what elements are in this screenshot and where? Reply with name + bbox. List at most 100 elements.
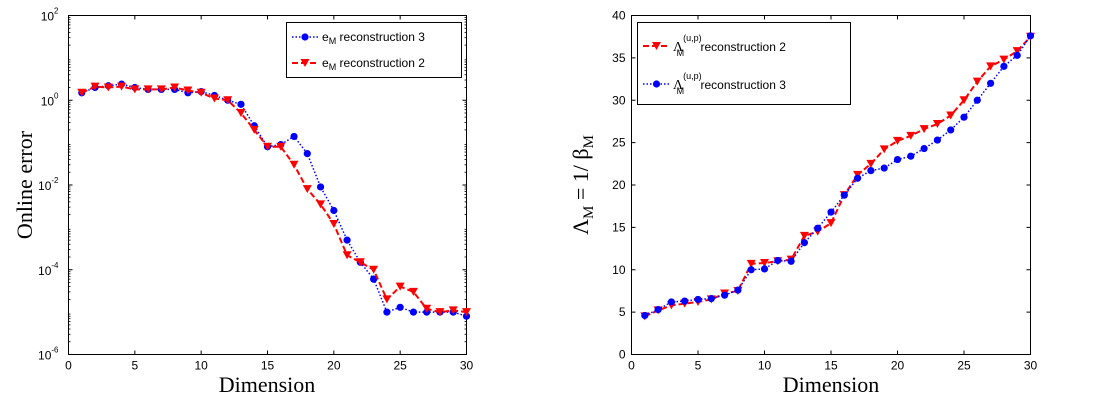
data-point — [893, 155, 902, 164]
data-point — [747, 266, 755, 274]
x-tick-label: 15 — [824, 359, 838, 373]
data-point — [760, 265, 769, 273]
x-tick-label: 0 — [65, 359, 72, 373]
data-point — [289, 160, 299, 169]
data-point — [999, 55, 1009, 64]
legend-label-0: Λ(u,p) M reconstruction 2 — [673, 33, 786, 58]
data-point — [316, 183, 325, 191]
data-point — [330, 206, 338, 215]
y-tick-label: 15 — [612, 220, 626, 234]
data-point — [462, 312, 471, 320]
data-point — [972, 77, 982, 86]
data-point — [236, 109, 246, 118]
data-point — [383, 308, 391, 316]
y-tick-label: 10-6 — [38, 346, 59, 363]
legend-entry-1: Λ(u,p) M reconstruction 3 — [643, 71, 786, 96]
legend-entry-0: Λ(u,p) M reconstruction 2 — [643, 33, 786, 58]
data-point — [117, 82, 127, 91]
y-tick-label: 35 — [612, 51, 626, 65]
y-tick-label: 40 — [612, 9, 626, 23]
x-axis-label: Dimension — [219, 372, 316, 397]
legend-entry-0: eM reconstruction 3 — [292, 30, 425, 46]
data-point — [156, 85, 166, 94]
legend: eM reconstruction 3 eM reconstruction 2 — [286, 22, 462, 78]
y-tick-label: 30 — [612, 93, 626, 107]
data-point — [396, 303, 404, 311]
x-axis-label: Dimension — [783, 372, 880, 397]
data-point — [840, 191, 848, 199]
data-point — [986, 62, 996, 71]
legend: Λ(u,p) M reconstruction 2 Λ(u,p) M reconst… — [637, 22, 851, 105]
data-point — [707, 294, 715, 303]
data-point — [641, 311, 649, 320]
x-tick-label: 30 — [1024, 359, 1038, 373]
data-point — [183, 86, 193, 95]
series-group — [640, 32, 1035, 321]
legend-marker-1 — [300, 59, 310, 67]
y-tick-label: 25 — [612, 136, 626, 150]
legend-marker-0 — [301, 33, 309, 41]
data-point — [462, 308, 471, 317]
y-tick-label: 5 — [619, 305, 626, 319]
data-point — [263, 142, 272, 151]
data-point — [369, 265, 379, 274]
data-point — [959, 96, 969, 105]
data-point — [209, 94, 219, 103]
y-tick-label: 100 — [41, 91, 59, 108]
ticks: 0 5 10 15 20 25 30 0 5 10 15 20 25 30 35 40 — [612, 9, 1037, 373]
data-point — [1013, 51, 1021, 59]
data-point — [355, 258, 365, 267]
data-point — [932, 119, 942, 128]
x-tick-label: 20 — [891, 359, 905, 373]
data-point — [826, 219, 836, 228]
data-point — [866, 159, 876, 168]
data-point — [303, 150, 311, 158]
x-tick-label: 0 — [628, 359, 635, 373]
data-point — [77, 88, 87, 97]
data-point — [196, 88, 206, 97]
legend-marker-1 — [652, 80, 661, 88]
data-point — [787, 257, 795, 265]
data-point — [879, 145, 889, 154]
data-point — [746, 259, 756, 268]
legend-marker-0 — [652, 42, 661, 50]
data-point — [382, 295, 392, 304]
y-axis-label: Online error — [12, 130, 37, 239]
y-tick-label: 20 — [612, 178, 626, 192]
data-point — [409, 308, 418, 316]
data-point — [987, 79, 995, 87]
series-1 — [641, 32, 1035, 320]
data-point — [276, 142, 286, 151]
data-point — [329, 220, 339, 229]
data-point — [893, 136, 902, 145]
data-point — [343, 236, 351, 244]
data-point — [249, 125, 259, 134]
data-point — [933, 136, 942, 144]
data-point — [448, 306, 458, 315]
data-point — [302, 185, 312, 194]
data-point — [370, 275, 378, 283]
data-point — [854, 174, 862, 182]
data-point — [906, 131, 916, 140]
legend-box — [637, 22, 851, 105]
y-tick-label: 0 — [619, 348, 626, 362]
data-point — [143, 85, 153, 94]
data-point — [342, 251, 352, 260]
legend-entry-1: eM reconstruction 2 — [292, 56, 425, 72]
chart-online-error: 0 5 10 15 20 25 30 10-6 10-4 10-2 100 102 Online er… — [12, 7, 473, 398]
data-point — [435, 308, 445, 317]
data-point — [103, 83, 113, 92]
data-point — [1012, 47, 1022, 56]
data-point — [907, 152, 915, 160]
data-point — [721, 291, 729, 299]
data-point — [880, 164, 888, 172]
data-point — [654, 305, 662, 314]
data-point — [919, 125, 929, 134]
x-tick-label: 5 — [131, 359, 138, 373]
data-point — [800, 239, 809, 247]
data-point — [760, 258, 769, 267]
data-point — [408, 287, 418, 296]
x-tick-label: 10 — [758, 359, 772, 373]
data-point — [290, 132, 298, 141]
